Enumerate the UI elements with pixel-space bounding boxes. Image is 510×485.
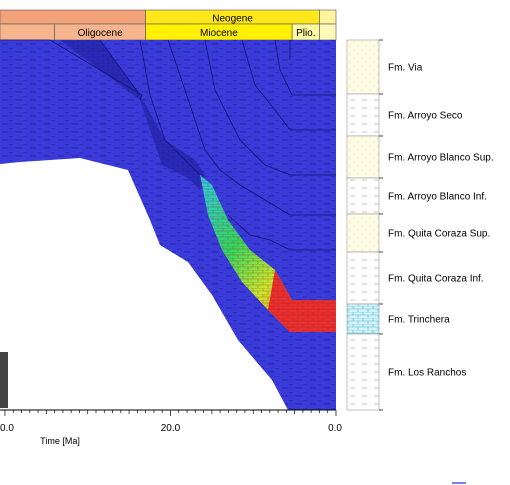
period-cell xyxy=(319,9,337,25)
formation-swatch-pattern xyxy=(347,136,379,178)
formation-label: Fm. Via xyxy=(388,63,423,74)
epoch-row: Oligocene Miocene Plio. xyxy=(0,23,337,41)
formation-label: Fm. Quita Coraza Inf. xyxy=(388,274,484,285)
trinchera-layer-early-pattern xyxy=(60,40,205,190)
epoch-cell xyxy=(319,23,337,41)
x-tick-labels: 0.0 20.0 0.0 xyxy=(0,423,342,434)
formation-label: Fm. Arroyo Blanco Inf. xyxy=(388,192,487,203)
x-minor-ticks xyxy=(4,410,337,416)
epoch-cell xyxy=(0,23,55,41)
x-tick-label: 0.0 xyxy=(0,423,14,434)
formation-swatch-pattern xyxy=(347,252,379,304)
period-label: Neogene xyxy=(212,14,253,25)
plot-area xyxy=(0,39,336,410)
basin-pattern xyxy=(0,40,336,410)
epoch-label: Plio. xyxy=(296,28,315,39)
formation-label: Fm. Arroyo Seco xyxy=(388,111,463,122)
scale-bar xyxy=(0,352,8,408)
x-axis-label: Time [Ma] xyxy=(40,436,80,446)
formation-swatch-pattern xyxy=(347,214,379,252)
period-row: Neogene xyxy=(0,9,337,25)
period-cell xyxy=(0,9,146,25)
formation-swatch-pattern xyxy=(347,40,379,94)
formation-label: Fm. Los Ranchos xyxy=(388,368,466,379)
formation-swatch-pattern xyxy=(347,334,379,410)
formation-swatch-pattern xyxy=(347,94,379,136)
x-tick-label: 0.0 xyxy=(328,423,342,434)
formation-label: Fm. Arroyo Blanco Sup. xyxy=(388,153,494,164)
epoch-label: Oligocene xyxy=(78,28,123,39)
formation-label: Fm. Quita Coraza Sup. xyxy=(388,229,490,240)
epoch-label: Miocene xyxy=(200,28,238,39)
hot-zone-pattern xyxy=(200,175,336,332)
formation-boundaries xyxy=(0,39,336,251)
formation-swatch-pattern xyxy=(347,304,379,334)
formation-label: Fm. Trinchera xyxy=(388,315,450,326)
x-tick-label: 20.0 xyxy=(161,423,181,434)
x-axis: 0.0 20.0 0.0 Time [Ma] xyxy=(0,409,342,446)
formation-swatch-pattern xyxy=(347,178,379,214)
formation-legend: Fm. Via Fm. Arroyo Seco Fm. Arroyo Blanco … xyxy=(346,39,494,411)
